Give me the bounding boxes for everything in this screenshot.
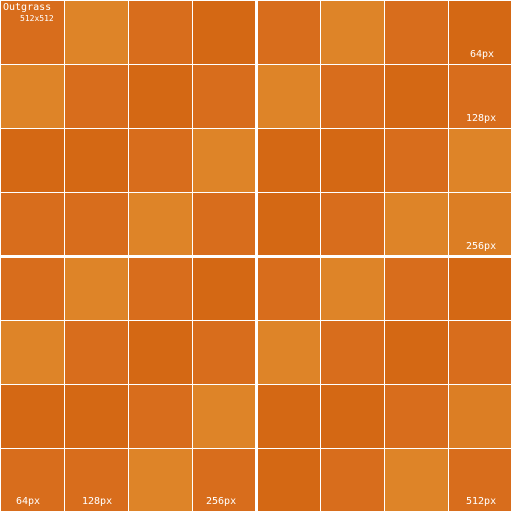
tile-r0-c3: [193, 1, 256, 64]
tile-r4-c1: [65, 257, 128, 320]
tile-r7-c4: [257, 449, 320, 512]
tile-r2-c4: [257, 129, 320, 192]
tile-r5-c2: [129, 321, 192, 384]
label-bottom-256: 256px: [206, 496, 237, 507]
tile-r3-c1: [65, 193, 128, 256]
tile-r5-c4: [257, 321, 320, 384]
tile-r2-c1: [65, 129, 128, 192]
tile-r7-c6: [385, 449, 448, 512]
tile-r3-c6: [385, 193, 448, 256]
texture-size-label: 512x512: [20, 14, 54, 23]
tile-r4-c0: [1, 257, 64, 320]
tile-r3-c3: [193, 193, 256, 256]
tile-r5-c0: [1, 321, 64, 384]
tile-r7-c1: [65, 449, 128, 512]
tile-r7-c5: [321, 449, 384, 512]
tile-r6-c3: [193, 385, 256, 448]
tile-r0-c2: [129, 1, 192, 64]
tile-r6-c0: [1, 385, 64, 448]
tile-r4-c2: [129, 257, 192, 320]
tile-r1-c0: [1, 65, 64, 128]
tile-r3-c5: [321, 193, 384, 256]
tile-r0-c7: [449, 1, 512, 64]
tile-r6-c2: [129, 385, 192, 448]
tile-r7-c2: [129, 449, 192, 512]
tile-r5-c6: [385, 321, 448, 384]
tile-r0-c5: [321, 1, 384, 64]
tile-r0-c1: [65, 1, 128, 64]
tile-r5-c3: [193, 321, 256, 384]
tile-r6-c1: [65, 385, 128, 448]
tile-r2-c6: [385, 129, 448, 192]
tile-r4-c7: [449, 257, 512, 320]
tile-r6-c6: [385, 385, 448, 448]
tile-r1-c2: [129, 65, 192, 128]
tile-r7-c3: [193, 449, 256, 512]
tile-r2-c3: [193, 129, 256, 192]
tile-r5-c5: [321, 321, 384, 384]
tile-r0-c6: [385, 1, 448, 64]
tile-r6-c7: [449, 385, 512, 448]
tile-r7-c0: [1, 449, 64, 512]
label-bottom-64: 64px: [16, 496, 41, 507]
tile-r1-c7: [449, 65, 512, 128]
tile-r4-c3: [193, 257, 256, 320]
tile-r3-c0: [1, 193, 64, 256]
tile-r6-c4: [257, 385, 320, 448]
label-right-64: 64px: [470, 49, 495, 60]
tile-r1-c4: [257, 65, 320, 128]
tile-r3-c7: [449, 193, 512, 256]
tile-r4-c6: [385, 257, 448, 320]
tile-r1-c1: [65, 65, 128, 128]
tile-r5-c1: [65, 321, 128, 384]
tile-r0-c0: [1, 1, 64, 64]
tile-r3-c2: [129, 193, 192, 256]
tile-r2-c2: [129, 129, 192, 192]
tile-r2-c0: [1, 129, 64, 192]
tile-r1-c6: [385, 65, 448, 128]
tile-r4-c4: [257, 257, 320, 320]
tile-r1-c3: [193, 65, 256, 128]
tile-r1-c5: [321, 65, 384, 128]
tile-r4-c5: [321, 257, 384, 320]
divider-horizontal: [0, 255, 512, 258]
label-bottom-512: 512px: [466, 496, 497, 507]
tile-r5-c7: [449, 321, 512, 384]
label-bottom-128: 128px: [82, 496, 113, 507]
tile-r2-c5: [321, 129, 384, 192]
tile-r2-c7: [449, 129, 512, 192]
tile-r6-c5: [321, 385, 384, 448]
texture-title: Outgrass: [3, 2, 52, 13]
label-right-256: 256px: [466, 241, 497, 252]
label-right-128: 128px: [466, 113, 497, 124]
tile-r7-c7: [449, 449, 512, 512]
tile-r0-c4: [257, 1, 320, 64]
tile-r3-c4: [257, 193, 320, 256]
